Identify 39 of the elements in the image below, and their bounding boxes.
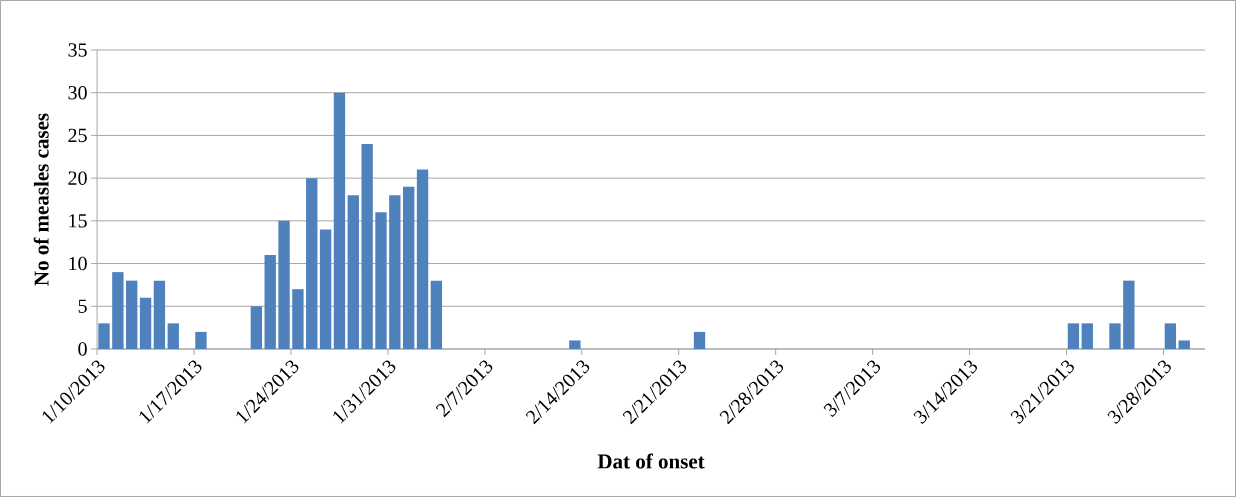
- bar: [1067, 323, 1080, 349]
- bar: [347, 195, 359, 349]
- y-tick-label: 20: [68, 171, 87, 185]
- bar: [1164, 323, 1177, 349]
- y-tick-label: 25: [68, 128, 87, 143]
- y-tick-label: 30: [68, 85, 87, 100]
- bar: [389, 195, 401, 349]
- bar: [403, 186, 415, 349]
- y-tick-label: 10: [69, 256, 87, 271]
- bar: [167, 323, 179, 349]
- bar: [278, 220, 290, 349]
- bar: [153, 280, 166, 349]
- bar: [1109, 323, 1121, 349]
- bar: [98, 323, 110, 349]
- bar: [375, 212, 387, 349]
- bar: [333, 92, 346, 349]
- bar: [139, 297, 152, 349]
- bar: [1178, 340, 1190, 349]
- y-tick-label: 15: [69, 214, 87, 228]
- bar: [126, 280, 138, 349]
- bar: [361, 143, 373, 349]
- y-tick-label: 5: [78, 299, 87, 313]
- x-axis-title: Dat of onset: [597, 453, 705, 469]
- y-tick-label: 35: [68, 43, 87, 57]
- bar: [319, 229, 332, 349]
- bar: [195, 331, 207, 349]
- y-axis-title: No of measles cases: [33, 113, 49, 286]
- bar: [569, 340, 581, 349]
- y-tick-label: 0: [78, 342, 87, 356]
- bar: [112, 272, 124, 349]
- bar: [250, 306, 263, 349]
- bar: [264, 255, 276, 349]
- bar: [1123, 280, 1135, 349]
- bar: [306, 178, 318, 349]
- bar: [292, 289, 304, 349]
- bar: [693, 331, 706, 349]
- bar: [430, 280, 443, 349]
- bar: [416, 169, 429, 349]
- bar: [1081, 323, 1093, 349]
